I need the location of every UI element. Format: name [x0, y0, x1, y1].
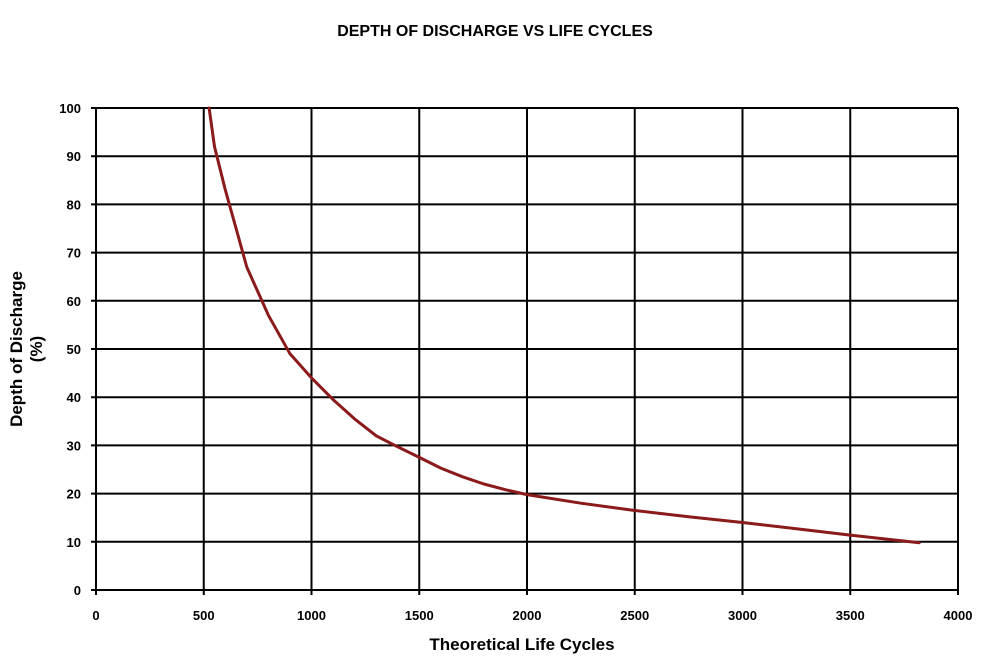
y-tick-label: 60 [67, 294, 81, 309]
y-tick-label: 40 [67, 390, 81, 405]
y-tick-labels: 0 10 20 30 40 50 60 70 80 90 100 [59, 101, 81, 598]
x-tick-label: 1500 [405, 608, 434, 623]
grid [91, 107, 959, 595]
x-tick-label: 4000 [944, 608, 973, 623]
series [207, 106, 921, 545]
y-axis-unit: (%) [27, 336, 46, 362]
y-tick-label: 0 [74, 583, 81, 598]
series-line [207, 106, 921, 545]
y-tick-label: 70 [67, 246, 81, 261]
x-tick-label: 0 [92, 608, 99, 623]
y-tick-label: 10 [67, 535, 81, 550]
y-axis-label: Depth of Discharge [7, 271, 26, 427]
x-tick-label: 2500 [620, 608, 649, 623]
x-tick-labels: 0 500 1000 1500 2000 2500 3000 3500 4000 [92, 608, 972, 623]
x-tick-label: 1000 [297, 608, 326, 623]
x-tick-label: 3000 [728, 608, 757, 623]
x-tick-label: 3500 [836, 608, 865, 623]
y-tick-label: 100 [59, 101, 81, 116]
y-tick-label: 90 [67, 149, 81, 164]
chart-title: DEPTH OF DISCHARGE VS LIFE CYCLES [337, 23, 653, 40]
x-tick-label: 500 [193, 608, 215, 623]
x-axis-label: Theoretical Life Cycles [429, 635, 614, 654]
y-tick-label: 30 [67, 438, 81, 453]
y-axis-label-group: Depth of Discharge (%) [7, 271, 46, 427]
y-tick-label: 50 [67, 342, 81, 357]
x-tick-label: 2000 [513, 608, 542, 623]
y-tick-label: 20 [67, 487, 81, 502]
y-tick-label: 80 [67, 197, 81, 212]
